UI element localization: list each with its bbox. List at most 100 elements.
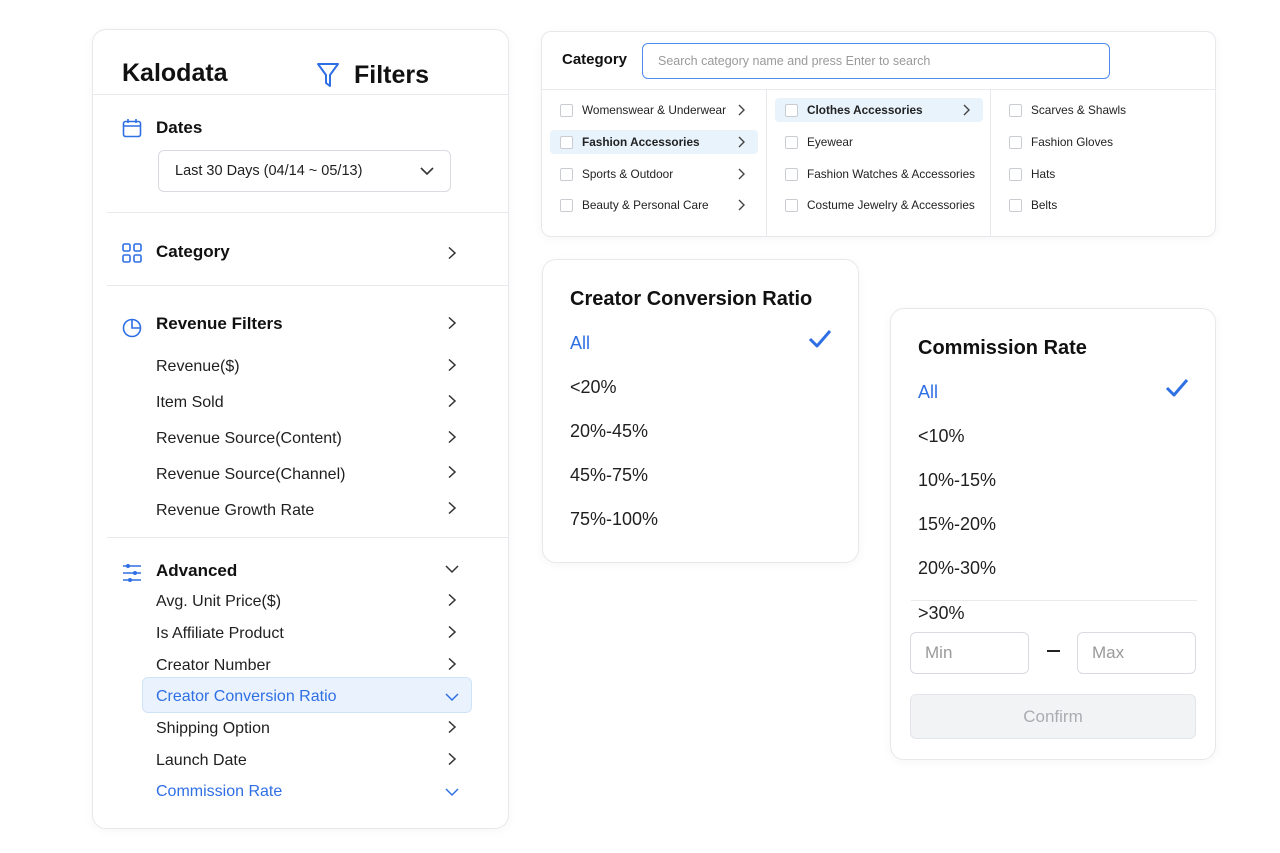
- category-option[interactable]: Costume Jewelry & Accessories: [775, 193, 983, 217]
- chevron-right-icon[interactable]: [446, 395, 458, 407]
- chevron-right-icon[interactable]: [446, 658, 458, 670]
- option[interactable]: >30%: [918, 603, 965, 623]
- chevron-right-icon[interactable]: [446, 431, 458, 443]
- pie-chart-icon: [122, 318, 142, 338]
- chevron-right-icon[interactable]: [446, 466, 458, 478]
- filters-title: Filters: [354, 60, 430, 89]
- checkbox[interactable]: [560, 198, 573, 212]
- option[interactable]: 75%-100%: [570, 509, 659, 529]
- category-option-label: Belts: [1031, 198, 1058, 212]
- chevron-right-icon[interactable]: [737, 168, 746, 180]
- brand-logo: Kalodata: [122, 59, 228, 87]
- category-option[interactable]: Sports & Outdoor: [550, 162, 758, 186]
- checkbox[interactable]: [785, 198, 798, 212]
- category-option[interactable]: Hats: [999, 162, 1199, 186]
- chevron-right-icon[interactable]: [446, 502, 458, 514]
- confirm-button[interactable]: Confirm: [910, 694, 1196, 739]
- category-option-selected[interactable]: Clothes Accessories: [775, 98, 983, 122]
- chevron-down-icon[interactable]: [445, 563, 459, 575]
- checkbox[interactable]: [1009, 167, 1022, 181]
- option[interactable]: <20%: [570, 377, 617, 397]
- category-option[interactable]: Belts: [999, 193, 1199, 217]
- category-panel: Category Womenswear & Underwear Fashion …: [541, 31, 1216, 237]
- advanced-commission-rate[interactable]: Commission Rate: [156, 783, 283, 800]
- chevron-right-icon[interactable]: [737, 104, 746, 116]
- min-input[interactable]: Min: [910, 632, 1029, 674]
- advanced-launch-date[interactable]: Launch Date: [156, 752, 247, 769]
- option[interactable]: 20%-30%: [918, 558, 997, 578]
- option[interactable]: 20%-45%: [570, 421, 649, 441]
- max-input[interactable]: Max: [1077, 632, 1196, 674]
- chevron-right-icon[interactable]: [446, 359, 458, 371]
- advanced-shipping-option[interactable]: Shipping Option: [156, 720, 270, 737]
- option[interactable]: 15%-20%: [918, 514, 997, 534]
- revenue-filter-item-sold[interactable]: Item Sold: [156, 394, 224, 411]
- divider: [107, 537, 509, 538]
- category-option[interactable]: Fashion Watches & Accessories: [775, 162, 983, 186]
- dropdown-title: Commission Rate: [918, 337, 1087, 359]
- revenue-filter-source-channel[interactable]: Revenue Source(Channel): [156, 466, 346, 483]
- option-all[interactable]: All: [918, 382, 939, 402]
- chevron-down-icon: [420, 167, 434, 176]
- option-all[interactable]: All: [570, 333, 591, 353]
- category-section-title[interactable]: Category: [156, 242, 230, 261]
- chevron-down-icon[interactable]: [445, 691, 459, 703]
- revenue-filters-title[interactable]: Revenue Filters: [156, 314, 283, 333]
- checkbox[interactable]: [1009, 198, 1022, 212]
- category-search-input[interactable]: [642, 43, 1110, 79]
- category-option-label: Fashion Watches & Accessories: [807, 167, 976, 181]
- option[interactable]: 45%-75%: [570, 465, 649, 485]
- category-option[interactable]: Eyewear: [775, 130, 983, 154]
- revenue-filter-revenue[interactable]: Revenue($): [156, 358, 240, 375]
- checkbox[interactable]: [560, 103, 573, 117]
- checkbox[interactable]: [785, 103, 798, 117]
- divider: [93, 94, 508, 95]
- category-option[interactable]: Fashion Gloves: [999, 130, 1199, 154]
- category-option-selected[interactable]: Fashion Accessories: [550, 130, 758, 154]
- date-range-select[interactable]: Last 30 Days (04/14 ~ 05/13): [158, 150, 451, 192]
- category-option-label: Costume Jewelry & Accessories: [807, 198, 975, 212]
- filters-panel: Kalodata Filters Dates Last 30 Days (04/…: [92, 29, 509, 829]
- chevron-down-icon[interactable]: [445, 786, 459, 798]
- creator-conversion-ratio-dropdown: Creator Conversion Ratio All <20% 20%-45…: [542, 259, 859, 563]
- advanced-avg-unit-price[interactable]: Avg. Unit Price($): [156, 593, 282, 610]
- category-panel-label: Category: [562, 51, 628, 68]
- checkbox[interactable]: [1009, 103, 1022, 117]
- checkbox[interactable]: [560, 167, 573, 181]
- checkbox[interactable]: [785, 167, 798, 181]
- filters-header: Filters: [316, 59, 429, 91]
- category-option-label: Hats: [1031, 167, 1056, 181]
- category-option[interactable]: Womenswear & Underwear: [550, 98, 758, 122]
- chevron-right-icon[interactable]: [737, 199, 746, 211]
- chevron-right-icon[interactable]: [962, 104, 971, 116]
- chevron-right-icon[interactable]: [446, 317, 458, 329]
- max-placeholder: Max: [1092, 643, 1125, 662]
- dropdown-title: Creator Conversion Ratio: [570, 288, 813, 310]
- revenue-filter-growth-rate[interactable]: Revenue Growth Rate: [156, 502, 315, 519]
- chevron-right-icon[interactable]: [446, 753, 458, 765]
- option[interactable]: 10%-15%: [918, 470, 997, 490]
- advanced-title[interactable]: Advanced: [156, 561, 238, 580]
- calendar-icon: [122, 119, 142, 138]
- category-option[interactable]: Beauty & Personal Care: [550, 193, 758, 217]
- chevron-right-icon[interactable]: [446, 626, 458, 638]
- category-option[interactable]: Scarves & Shawls: [999, 98, 1199, 122]
- chevron-right-icon[interactable]: [446, 721, 458, 733]
- revenue-filter-source-content[interactable]: Revenue Source(Content): [156, 430, 342, 447]
- active-filter-highlight[interactable]: [142, 677, 472, 713]
- column-divider: [990, 89, 991, 237]
- filter-icon: [317, 63, 339, 87]
- chevron-right-icon[interactable]: [737, 136, 746, 148]
- advanced-creator-number[interactable]: Creator Number: [156, 657, 271, 674]
- advanced-creator-conversion-ratio[interactable]: Creator Conversion Ratio: [156, 688, 337, 705]
- chevron-right-icon[interactable]: [446, 594, 458, 606]
- checkbox[interactable]: [560, 135, 573, 149]
- category-option-label: Womenswear & Underwear: [582, 103, 727, 117]
- advanced-is-affiliate-product[interactable]: Is Affiliate Product: [156, 625, 284, 642]
- option[interactable]: <10%: [918, 426, 965, 446]
- checkmark-icon: [1165, 379, 1189, 397]
- checkbox[interactable]: [1009, 135, 1022, 149]
- chevron-right-icon[interactable]: [446, 247, 458, 259]
- checkbox[interactable]: [785, 135, 798, 149]
- category-option-label: Fashion Gloves: [1031, 135, 1113, 149]
